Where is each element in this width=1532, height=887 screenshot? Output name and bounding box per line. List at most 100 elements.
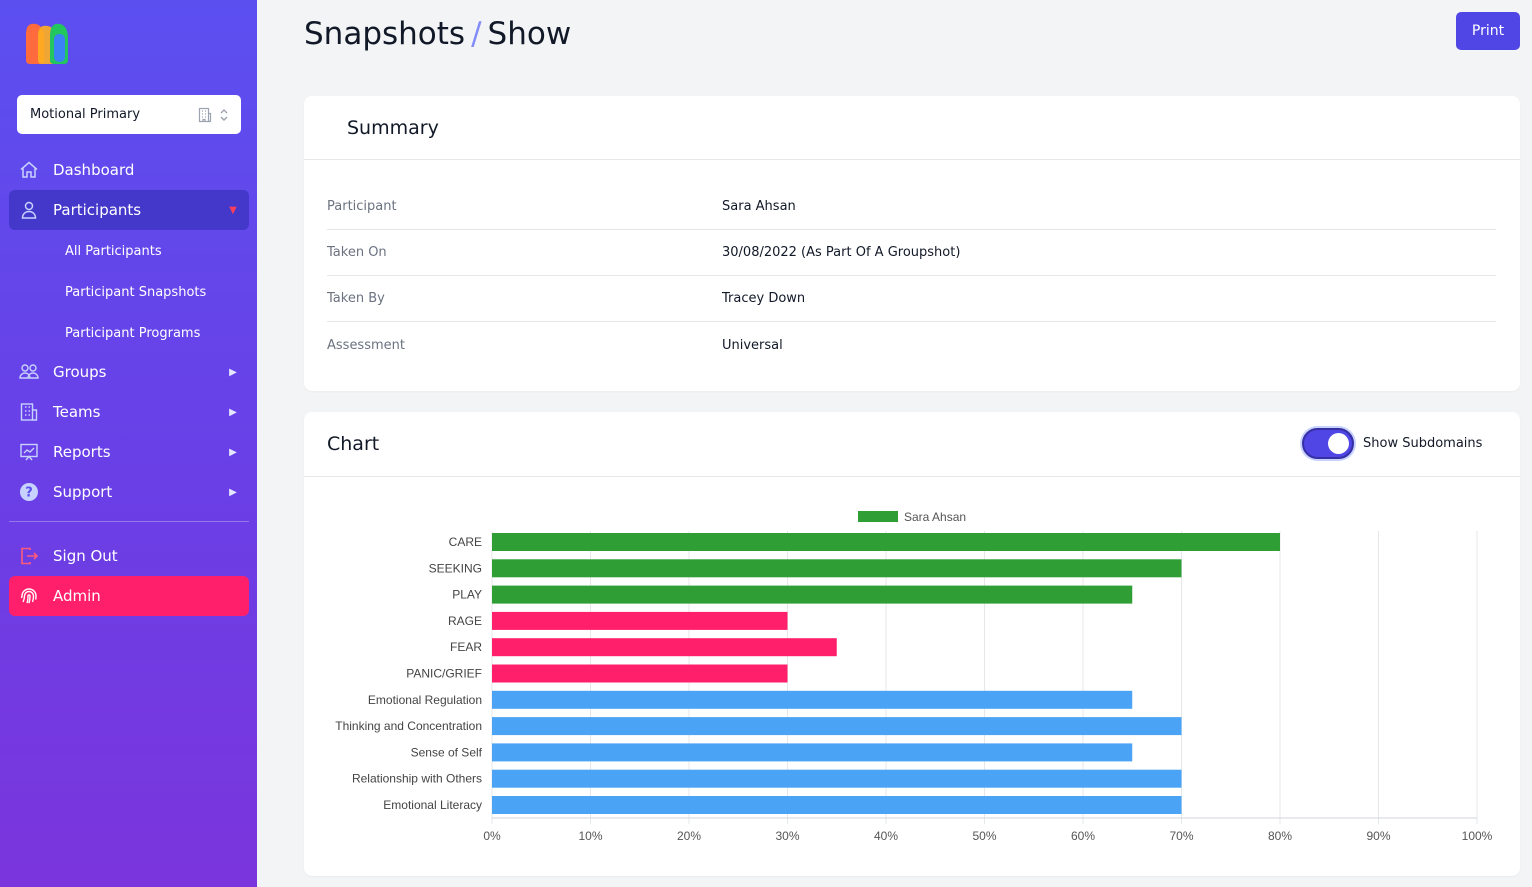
- sidebar-item-dashboard[interactable]: Dashboard: [9, 150, 249, 190]
- bar: [492, 638, 837, 657]
- summary-row: Participant Sara Ahsan: [327, 184, 1496, 230]
- breadcrumb-separator: /: [471, 16, 482, 52]
- category-label: PLAY: [452, 588, 482, 602]
- summary-value: 30/08/2022 (As Part Of A Groupshot): [722, 245, 961, 260]
- organisation-select[interactable]: Motional Primary: [17, 95, 241, 134]
- summary-value: Tracey Down: [722, 291, 806, 306]
- x-tick-label: 90%: [1366, 829, 1390, 843]
- sidebar-item-label: Participants: [53, 201, 142, 219]
- category-label: PANIC/GRIEF: [406, 667, 482, 681]
- chart-card: Chart Show Subdomains 0% 10% 20% 30% 40% 50% 6…: [304, 412, 1520, 876]
- summary-key: Taken By: [327, 291, 385, 306]
- show-subdomains-toggle[interactable]: [1302, 428, 1354, 459]
- summary-key: Participant: [327, 199, 397, 214]
- caret-right-icon: ▶: [229, 446, 237, 458]
- sidebar-item-label: Groups: [53, 363, 107, 381]
- bar: [492, 769, 1182, 788]
- breadcrumb-parent[interactable]: Snapshots: [304, 16, 466, 52]
- users-group-icon: [19, 362, 39, 382]
- legend-swatch: [858, 511, 898, 522]
- sidebar-item-label: Admin: [53, 587, 101, 605]
- sidebar-subitem-all-participants[interactable]: All Participants: [65, 244, 162, 259]
- sidebar-item-label: Dashboard: [53, 161, 135, 179]
- x-tick-label: 60%: [1071, 829, 1095, 843]
- bar: [492, 533, 1280, 551]
- category-label: Sense of Self: [411, 745, 483, 759]
- category-label: Emotional Regulation: [368, 693, 482, 707]
- chart-icon: [19, 442, 39, 462]
- logout-icon: [19, 546, 39, 566]
- sidebar-item-admin[interactable]: Admin: [9, 576, 249, 616]
- summary-list: Participant Sara Ahsan Taken On 30/08/20…: [327, 184, 1496, 368]
- sidebar-subitem-participant-programs[interactable]: Participant Programs: [65, 326, 201, 341]
- caret-right-icon: ▶: [229, 486, 237, 498]
- sidebar-item-label: Sign Out: [53, 547, 118, 565]
- sidebar-item-sign-out[interactable]: Sign Out: [9, 536, 249, 576]
- summary-value: Sara Ahsan: [722, 199, 796, 214]
- x-tick-label: 20%: [677, 829, 701, 843]
- x-tick-label: 50%: [972, 829, 996, 843]
- organisation-select-value: Motional Primary: [30, 107, 141, 122]
- summary-key: Assessment: [327, 337, 405, 353]
- home-icon: [19, 160, 39, 180]
- question-icon: ?: [19, 482, 39, 502]
- category-label: RAGE: [448, 614, 482, 628]
- fingerprint-icon: [19, 586, 39, 606]
- bar: [492, 796, 1182, 814]
- x-tick-label: 80%: [1268, 829, 1292, 843]
- summary-value: Universal: [722, 337, 783, 353]
- bar: [492, 717, 1182, 736]
- bar-chart: 0% 10% 20% 30% 40% 50% 60% 70% 80% 90% 100% Sara Ah…: [335, 510, 1493, 843]
- category-label: FEAR: [450, 640, 482, 654]
- show-subdomains-label[interactable]: Show Subdomains: [1363, 436, 1483, 451]
- sidebar-item-label: Teams: [53, 403, 101, 421]
- x-tick-label: 0%: [483, 829, 501, 843]
- building-icon: [198, 107, 212, 122]
- caret-right-icon: ▶: [229, 406, 237, 418]
- sidebar-item-groups[interactable]: Groups ▶: [9, 352, 249, 392]
- category-label: CARE: [449, 535, 482, 549]
- x-tick-label: 30%: [775, 829, 799, 843]
- building-icon: [19, 402, 39, 422]
- sidebar-item-label: Support: [53, 483, 113, 501]
- sidebar-subitem-participant-snapshots[interactable]: Participant Snapshots: [65, 285, 207, 300]
- sidebar-item-reports[interactable]: Reports ▶: [9, 432, 249, 472]
- user-icon: [19, 200, 39, 220]
- subdomains-toggle-group: Show Subdomains: [1302, 428, 1482, 459]
- x-tick-label: 40%: [874, 829, 898, 843]
- bar: [492, 611, 788, 630]
- chevron-updown-icon: [220, 108, 228, 121]
- bar: [492, 664, 788, 683]
- chart-title: Chart: [327, 433, 380, 455]
- bar: [492, 585, 1133, 604]
- breadcrumb-current: Show: [487, 16, 572, 52]
- x-tick-label: 70%: [1169, 829, 1193, 843]
- summary-row: Taken By Tracey Down: [327, 276, 1496, 322]
- summary-key: Taken On: [327, 245, 387, 260]
- sidebar-item-participants[interactable]: Participants ▼: [9, 190, 249, 230]
- svg-text:?: ?: [25, 486, 33, 501]
- summary-title: Summary: [347, 116, 439, 139]
- summary-card: Summary Participant Sara Ahsan Taken On …: [304, 96, 1520, 391]
- sidebar-item-teams[interactable]: Teams ▶: [9, 392, 249, 432]
- x-tick-label: 100%: [1462, 829, 1493, 843]
- page-title: Snapshots / Show: [304, 16, 571, 52]
- category-label: Emotional Literacy: [383, 798, 482, 812]
- print-button[interactable]: Print: [1456, 12, 1520, 50]
- toggle-knob: [1328, 433, 1349, 454]
- sidebar-divider: [9, 521, 249, 522]
- sidebar: Motional Primary Dashboard Participants …: [0, 0, 257, 887]
- bar: [492, 743, 1133, 762]
- chart-card-header: Chart: [304, 412, 1520, 477]
- category-label: SEEKING: [429, 561, 482, 575]
- caret-down-icon: ▼: [229, 204, 237, 216]
- legend-label: Sara Ahsan: [904, 510, 966, 524]
- caret-right-icon: ▶: [229, 366, 237, 378]
- summary-card-header: Summary: [304, 96, 1520, 160]
- sidebar-item-support[interactable]: ? Support ▶: [9, 472, 249, 512]
- category-label: Thinking and Concentration: [335, 719, 482, 733]
- sidebar-item-label: Reports: [53, 443, 111, 461]
- bar: [492, 690, 1133, 709]
- app-logo[interactable]: [24, 20, 72, 66]
- summary-row: Assessment Universal: [327, 322, 1496, 368]
